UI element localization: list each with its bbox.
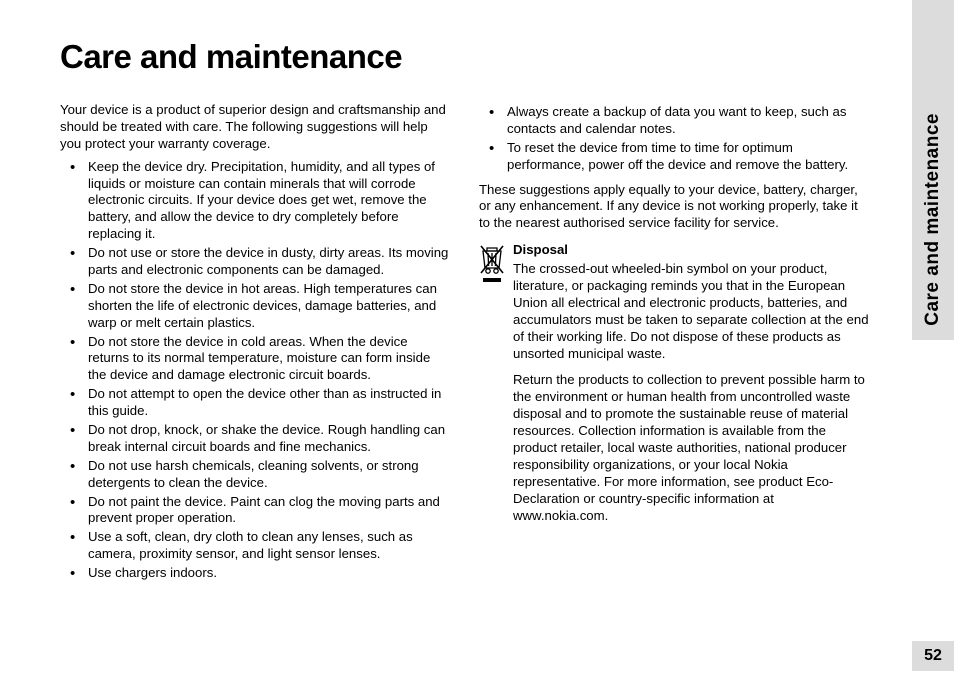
list-item: Do not store the device in hot areas. Hi… bbox=[60, 281, 451, 332]
list-item: Do not use or store the device in dusty,… bbox=[60, 245, 451, 279]
disposal-text: Disposal The crossed-out wheeled-bin sym… bbox=[513, 242, 870, 524]
right-column: Always create a backup of data you want … bbox=[479, 102, 870, 582]
disposal-section: Disposal The crossed-out wheeled-bin sym… bbox=[479, 242, 870, 524]
left-column: Your device is a product of superior des… bbox=[60, 102, 451, 582]
list-item: Use chargers indoors. bbox=[60, 565, 451, 582]
page-title: Care and maintenance bbox=[60, 38, 870, 76]
list-item: Use a soft, clean, dry cloth to clean an… bbox=[60, 529, 451, 563]
disposal-paragraph-1: The crossed-out wheeled-bin symbol on yo… bbox=[513, 261, 870, 362]
care-list-left: Keep the device dry. Precipitation, humi… bbox=[60, 159, 451, 582]
two-column-layout: Your device is a product of superior des… bbox=[60, 102, 870, 582]
disposal-title: Disposal bbox=[513, 242, 870, 259]
list-item: Do not drop, knock, or shake the device.… bbox=[60, 422, 451, 456]
page-number-box: 52 bbox=[912, 641, 954, 671]
section-tab: Care and maintenance bbox=[912, 0, 954, 340]
list-item: Always create a backup of data you want … bbox=[479, 104, 870, 138]
list-item: To reset the device from time to time fo… bbox=[479, 140, 870, 174]
disposal-paragraph-2: Return the products to collection to pre… bbox=[513, 372, 870, 524]
list-item: Do not attempt to open the device other … bbox=[60, 386, 451, 420]
list-item: Keep the device dry. Precipitation, humi… bbox=[60, 159, 451, 243]
list-item: Do not store the device in cold areas. W… bbox=[60, 334, 451, 385]
list-item: Do not paint the device. Paint can clog … bbox=[60, 494, 451, 528]
wheeled-bin-icon bbox=[479, 244, 505, 289]
page-content: Care and maintenance Your device is a pr… bbox=[60, 38, 870, 582]
list-item: Do not use harsh chemicals, cleaning sol… bbox=[60, 458, 451, 492]
care-list-right: Always create a backup of data you want … bbox=[479, 104, 870, 174]
closing-paragraph: These suggestions apply equally to your … bbox=[479, 182, 870, 233]
intro-paragraph: Your device is a product of superior des… bbox=[60, 102, 451, 153]
section-tab-label: Care and maintenance bbox=[922, 113, 944, 326]
page-number: 52 bbox=[924, 647, 942, 665]
